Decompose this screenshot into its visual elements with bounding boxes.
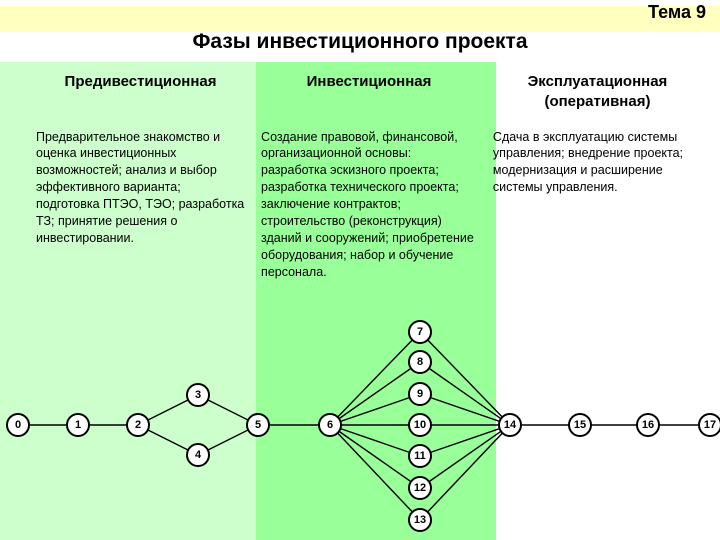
node-0: 0 (6, 413, 30, 437)
node-15: 15 (568, 413, 592, 437)
page-title: Фазы инвестиционного проекта (0, 30, 720, 54)
col-1-header: Предивестиционная (28, 62, 253, 123)
col-3-header: Эксплуатационная (оперативная) (485, 62, 710, 123)
node-7: 7 (408, 320, 432, 344)
col-3-body: Сдача в эксплуатацию системы управления;… (485, 123, 710, 287)
node-14: 14 (498, 413, 522, 437)
node-2: 2 (126, 413, 150, 437)
node-4: 4 (186, 443, 210, 467)
node-5: 5 (246, 413, 270, 437)
node-11: 11 (408, 444, 432, 468)
phases-table: Предивестиционная Инвестиционная Эксплуа… (28, 62, 710, 286)
col-1-body: Предварительное знакомство и оценка инве… (28, 123, 253, 287)
col-2-body: Создание правовой, финансовой, организац… (253, 123, 485, 287)
header-stripe (0, 6, 720, 32)
network-diagram: 01234567891011121314151617 (0, 310, 720, 540)
node-3: 3 (186, 383, 210, 407)
node-13: 13 (408, 508, 432, 532)
node-1: 1 (66, 413, 90, 437)
node-6: 6 (318, 413, 342, 437)
nodes-layer: 01234567891011121314151617 (0, 310, 720, 540)
col-2-header: Инвестиционная (253, 62, 485, 123)
node-16: 16 (636, 413, 660, 437)
node-17: 17 (698, 413, 720, 437)
topic-label: Тема 9 (648, 2, 706, 23)
node-10: 10 (408, 413, 432, 437)
node-9: 9 (408, 382, 432, 406)
node-12: 12 (408, 476, 432, 500)
node-8: 8 (408, 350, 432, 374)
